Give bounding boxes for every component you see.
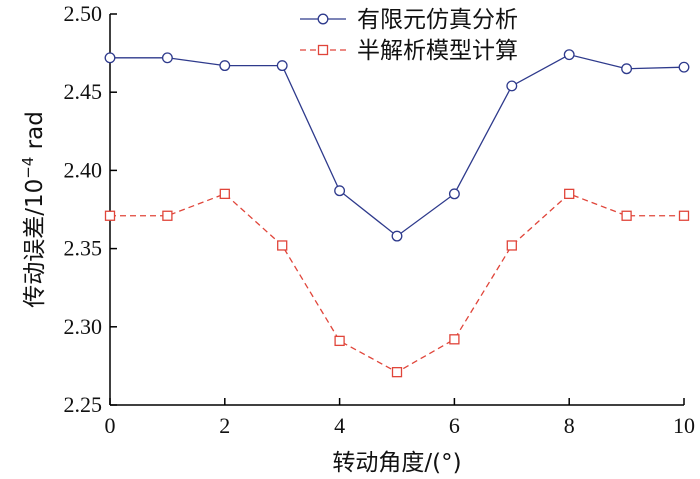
x-tick-label: 0 — [105, 413, 116, 438]
y-tick-label: 2.40 — [64, 157, 103, 182]
data-point — [219, 60, 231, 72]
x-tick-label: 2 — [219, 413, 230, 438]
ticks-layer: 0 2 4 6 8 10 2.25 2.30 2.35 2.40 2.45 2.50 — [64, 1, 696, 438]
data-point — [564, 188, 575, 200]
y-tick-label: 2.50 — [64, 1, 103, 26]
x-tick-label: 8 — [564, 413, 575, 438]
y-axis-title-unit: rad — [22, 111, 48, 156]
y-axis-title: 传动误差/10−4 rad — [19, 111, 48, 308]
y-tick-label: 2.45 — [64, 79, 103, 104]
x-tick-label: 10 — [673, 413, 695, 438]
data-point — [104, 210, 116, 221]
y-tick-label: 2.35 — [64, 236, 103, 261]
x-axis-title: 转动角度/(°) — [332, 450, 461, 476]
data-point — [104, 52, 116, 64]
legend-label: 有限元仿真分析 — [357, 7, 518, 33]
axes — [109, 14, 684, 406]
x-tick-label: 4 — [334, 413, 345, 438]
data-point — [391, 230, 403, 242]
data-point — [678, 61, 690, 73]
series-layer — [104, 49, 690, 378]
data-point — [563, 49, 575, 61]
legend-marker — [317, 44, 329, 56]
legend-marker — [317, 13, 329, 25]
data-point — [161, 52, 173, 64]
data-point — [448, 188, 460, 200]
series-1 — [104, 49, 690, 242]
series-line — [110, 53, 685, 237]
data-point — [277, 240, 288, 251]
data-point — [506, 240, 517, 251]
series-2 — [104, 188, 690, 378]
data-point — [334, 185, 346, 197]
x-tick-label: 6 — [449, 413, 460, 438]
legend-item: 有限元仿真分析 — [300, 7, 518, 33]
data-point — [391, 367, 403, 378]
data-point — [678, 210, 690, 221]
data-point — [449, 334, 460, 345]
y-axis-title-main: 传动误差/10 — [22, 179, 48, 308]
data-point — [506, 80, 518, 92]
y-tick-label: 2.30 — [64, 314, 103, 339]
legend-item: 半解析模型计算 — [300, 38, 518, 64]
data-point — [162, 210, 173, 221]
legend-label: 半解析模型计算 — [357, 38, 518, 64]
data-point — [621, 63, 633, 75]
data-point — [334, 335, 345, 347]
series-line — [110, 193, 684, 373]
y-tick-label: 2.25 — [64, 392, 103, 417]
y-axis-title-exponent: −4 — [19, 157, 37, 179]
data-point — [219, 188, 230, 200]
data-point — [276, 60, 288, 72]
data-point — [621, 210, 632, 221]
